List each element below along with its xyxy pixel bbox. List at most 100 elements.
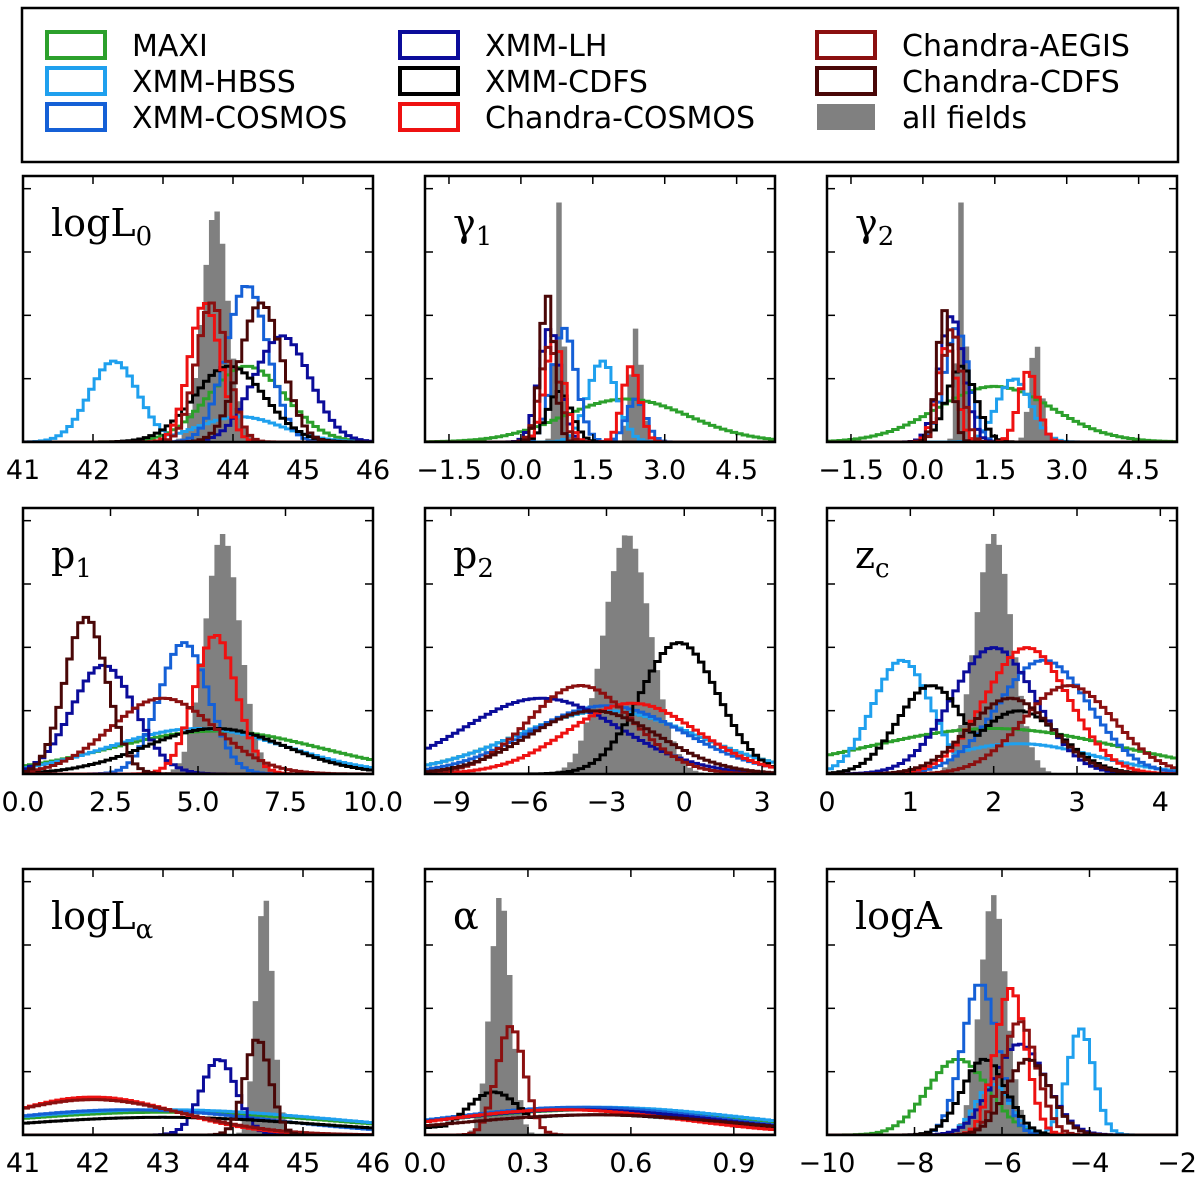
axes-frame	[21, 867, 375, 1137]
series-maxi	[425, 397, 775, 442]
x-tick-label: 41	[6, 455, 40, 486]
series-xmm-cosmos	[425, 704, 775, 771]
x-tick-label: 41	[6, 1148, 40, 1179]
x-tick-label: 42	[76, 1148, 110, 1179]
x-tick-label: 0.6	[609, 1148, 652, 1179]
x-tick-label: 10.0	[343, 787, 403, 818]
x-tick-label: 1.5	[571, 455, 614, 486]
panel-label: logA	[855, 894, 942, 938]
x-tick-label: 2	[985, 787, 1002, 818]
series-chandra-aegis	[23, 1098, 373, 1135]
axes-frame	[423, 506, 777, 776]
x-tick-label: 43	[146, 1148, 180, 1179]
panel-label: p2	[453, 533, 494, 584]
plot-area	[425, 898, 775, 1135]
legend: MAXIXMM-HBSSXMM-COSMOSXMM-LHXMM-CDFSChan…	[20, 6, 1180, 164]
x-tick-label: 0.9	[712, 1148, 755, 1179]
series-chandra-cdfs	[23, 301, 373, 442]
legend-label: Chandra-CDFS	[902, 65, 1120, 100]
panel-label-sub: 2	[878, 222, 895, 252]
x-tick-label: 43	[146, 455, 180, 486]
x-tick-label: 0.0	[404, 1148, 447, 1179]
series-chandra-cdfs	[425, 1113, 775, 1128]
panel-logL0: 41 42 43 44 45 46 logL0	[6, 174, 390, 486]
series-chandra-cdfs	[425, 709, 775, 774]
legend-label: Chandra-COSMOS	[485, 101, 755, 136]
x-tick-label: 45	[286, 455, 320, 486]
panel-label-sub: 1	[476, 222, 493, 252]
axes-frame	[825, 174, 1179, 444]
panel-label: zc	[855, 533, 890, 584]
legend-label: XMM-LH	[485, 29, 607, 64]
panel-label-sub: α	[136, 915, 154, 945]
legend-swatch-xmm-lh	[398, 30, 460, 60]
series-all-fields	[827, 533, 1177, 774]
series-xmm-cdfs	[23, 727, 373, 774]
series-chandra-cdfs	[827, 309, 1177, 442]
x-tick-label: 4	[1152, 787, 1169, 818]
x-tick-label: 3	[753, 787, 770, 818]
x-tick-label: 0.0	[499, 455, 542, 486]
series-xmm-lh	[425, 328, 775, 442]
x-tick-label: −8	[895, 1148, 935, 1179]
x-tick-label: 3	[1068, 787, 1085, 818]
legend-label: Chandra-AEGIS	[902, 29, 1130, 64]
panel-p1: 0.0 2.5 5.0 7.5 10.0 p1	[2, 506, 403, 818]
plot-area	[23, 211, 373, 442]
legend-swatch-xmm-hbss	[45, 66, 107, 96]
series-xmm-hbss	[827, 377, 1177, 442]
series-xmm-lh	[425, 696, 775, 774]
axes-frame	[423, 867, 777, 1137]
panel-label-sub: 0	[136, 222, 153, 252]
panel-label-base: γ	[855, 201, 878, 245]
panel-label: logL0	[51, 201, 152, 252]
legend-swatch-chandra-cosmos	[398, 102, 460, 132]
panel-alpha: 0.0 0.3 0.6 0.9 α	[404, 867, 777, 1179]
legend-swatch-all-fields	[817, 104, 875, 130]
series-chandra-aegis	[827, 328, 1177, 442]
panel-label-sub: 1	[75, 554, 92, 584]
x-tick-label: 0	[676, 787, 693, 818]
panel-gamma1: −1.5 0.0 1.5 3.0 4.5 γ1	[416, 174, 777, 486]
legend-swatch-chandra-cdfs	[815, 66, 877, 96]
x-tick-label: 45	[286, 1148, 320, 1179]
x-tick-label: −4	[1070, 1148, 1110, 1179]
panel-gamma2: −1.5 0.0 1.5 3.0 4.5 γ2	[818, 174, 1179, 486]
series-chandra-aegis	[425, 345, 775, 442]
series-xmm-hbss	[425, 359, 775, 442]
panel-label-sub: 2	[477, 554, 494, 584]
x-tick-label: 44	[216, 1148, 250, 1179]
panel-label: logLα	[51, 894, 153, 945]
series-xmm-lh	[827, 315, 1177, 442]
panel-label-base: logL	[51, 201, 136, 245]
x-tick-label: −3	[587, 787, 627, 818]
x-tick-label: −1.5	[416, 455, 482, 486]
panel-label-base: α	[453, 894, 479, 938]
panel-label-base: logL	[51, 894, 136, 938]
x-tick-label: −6	[982, 1148, 1022, 1179]
x-tick-label: −2	[1157, 1148, 1197, 1179]
legend-swatch-maxi	[45, 30, 107, 60]
legend-swatch-xmm-cosmos	[45, 102, 107, 132]
x-tick-label: 7.5	[264, 787, 307, 818]
x-tick-label: 5.0	[177, 787, 220, 818]
panel-logA: −10 −8 −6 −4 −2 logA	[799, 867, 1197, 1179]
series-chandra-cosmos	[23, 301, 373, 442]
panel-label: γ1	[453, 201, 492, 252]
axes-frame	[21, 174, 375, 444]
x-tick-label: 46	[356, 1148, 390, 1179]
legend-label: XMM-CDFS	[485, 65, 648, 100]
axes-frame	[423, 174, 777, 444]
series-chandra-cosmos	[827, 987, 1177, 1135]
legend-swatch-chandra-aegis	[815, 30, 877, 60]
x-tick-label: 3.0	[1045, 455, 1088, 486]
panel-zc: 0 1 2 3 4 zc	[818, 506, 1179, 818]
legend-label: MAXI	[132, 29, 208, 64]
panel-label-sub: c	[875, 554, 890, 584]
x-tick-label: 0.0	[2, 787, 45, 818]
series-all-fields	[425, 535, 775, 774]
x-tick-label: 44	[216, 455, 250, 486]
x-tick-label: 4.5	[715, 455, 758, 486]
